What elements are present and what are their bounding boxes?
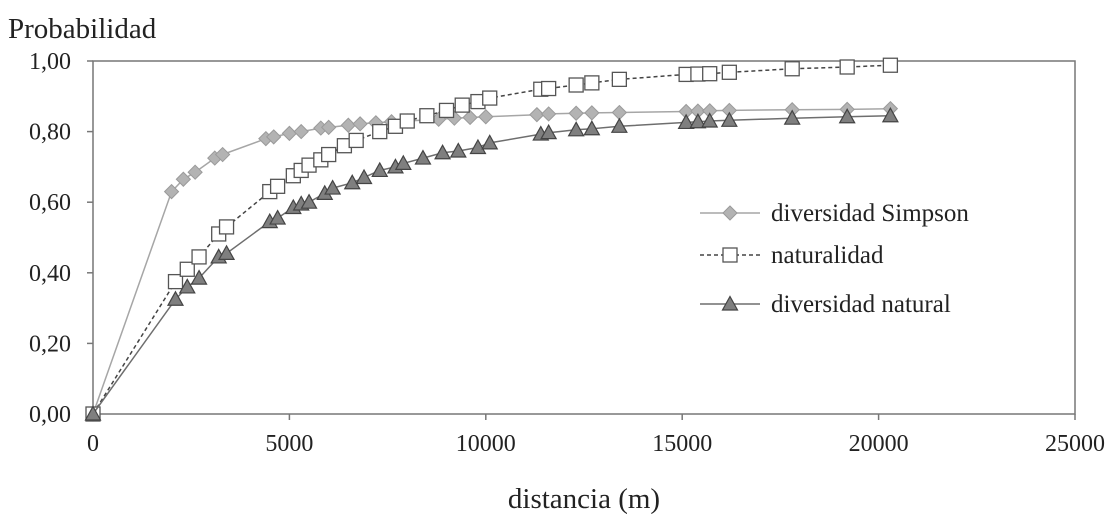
series-2 <box>84 106 899 421</box>
data-point <box>568 77 584 93</box>
data-point <box>218 244 236 260</box>
data-point <box>321 146 337 163</box>
y-axis-title: Probabilidad <box>8 13 157 45</box>
data-point <box>881 106 899 123</box>
x-axis: 0 5000 10000 15000 20000 25000 <box>87 414 1105 457</box>
x-tick-label: 10000 <box>456 431 516 457</box>
y-tick-label: 1,00 <box>29 49 71 75</box>
data-point <box>179 261 195 277</box>
data-point <box>540 80 557 97</box>
data-point <box>720 111 738 127</box>
data-point <box>584 105 600 121</box>
data-point <box>529 106 545 123</box>
data-point <box>293 123 309 140</box>
data-point <box>611 104 628 121</box>
x-tick-label: 25000 <box>1045 431 1105 457</box>
data-point <box>178 278 196 294</box>
data-point <box>324 179 342 195</box>
data-point <box>482 90 498 106</box>
data-point <box>214 146 231 163</box>
x-tick-label: 15000 <box>652 431 712 457</box>
data-point <box>340 117 357 133</box>
data-point <box>269 178 286 194</box>
data-point <box>355 168 373 185</box>
data-point <box>583 120 601 136</box>
data-point <box>175 171 192 187</box>
data-point <box>434 144 452 160</box>
data-point <box>372 123 388 140</box>
data-point <box>269 209 287 225</box>
data-point <box>449 142 467 158</box>
y-tick-label: 0,40 <box>29 261 71 287</box>
data-point <box>187 164 203 180</box>
legend-label: diversidad Simpson <box>771 200 969 227</box>
data-point <box>689 112 707 129</box>
data-point <box>352 116 368 132</box>
legend-marker <box>722 247 738 263</box>
series-1 <box>85 57 899 422</box>
data-point <box>567 121 585 137</box>
data-point <box>190 269 208 285</box>
data-point <box>84 405 102 421</box>
data-point <box>419 108 435 124</box>
data-point <box>348 132 364 149</box>
data-point <box>478 109 494 125</box>
data-point <box>540 123 558 140</box>
data-point <box>721 64 737 80</box>
data-point <box>281 125 298 142</box>
data-point <box>611 71 628 88</box>
data-point <box>839 59 855 75</box>
data-point <box>343 174 361 190</box>
data-point <box>568 105 584 121</box>
legend-item: diversidad Simpson <box>700 200 969 227</box>
series-layer <box>84 57 899 422</box>
data-point <box>454 97 470 113</box>
plot-area-frame <box>92 60 1076 415</box>
legend: diversidad Simpson naturalidad diversidad … <box>700 200 969 318</box>
y-tick-label: 0,60 <box>29 190 71 216</box>
x-tick-label: 0 <box>87 431 99 457</box>
data-point <box>701 112 719 128</box>
data-point <box>882 57 899 73</box>
y-tick-label: 0,00 <box>29 402 71 428</box>
data-point <box>265 129 282 145</box>
data-point <box>481 134 499 150</box>
data-point <box>677 113 695 130</box>
data-point <box>371 161 389 178</box>
x-axis-title: distancia (m) <box>508 483 660 514</box>
y-tick-label: 0,80 <box>29 120 71 146</box>
data-point <box>399 113 415 129</box>
data-point <box>414 149 432 165</box>
data-point <box>702 66 718 82</box>
legend-item: naturalidad <box>700 242 884 269</box>
data-point <box>584 75 600 91</box>
data-point <box>300 193 318 209</box>
data-point <box>462 109 478 126</box>
legend-marker <box>721 295 739 311</box>
data-point <box>784 61 800 77</box>
data-point <box>320 119 337 136</box>
data-point <box>166 290 185 306</box>
x-tick-label: 5000 <box>265 431 313 457</box>
data-point <box>167 273 184 290</box>
data-point <box>218 219 235 235</box>
legend-item: diversidad natural <box>700 291 951 318</box>
data-point <box>191 249 207 265</box>
data-point <box>438 102 455 119</box>
data-point <box>540 106 557 122</box>
legend-label: diversidad natural <box>771 291 951 318</box>
data-point <box>610 117 628 133</box>
legend-marker <box>722 205 738 221</box>
legend-label: naturalidad <box>771 242 884 269</box>
data-point <box>838 108 856 124</box>
data-point <box>163 183 180 200</box>
y-tick-label: 0,20 <box>29 331 71 357</box>
data-point <box>394 154 412 170</box>
data-point <box>469 138 487 155</box>
x-tick-label: 20000 <box>849 431 909 457</box>
y-axis: 0,00 0,20 0,40 0,60 0,80 1,00 <box>29 49 93 428</box>
data-point <box>783 109 801 125</box>
